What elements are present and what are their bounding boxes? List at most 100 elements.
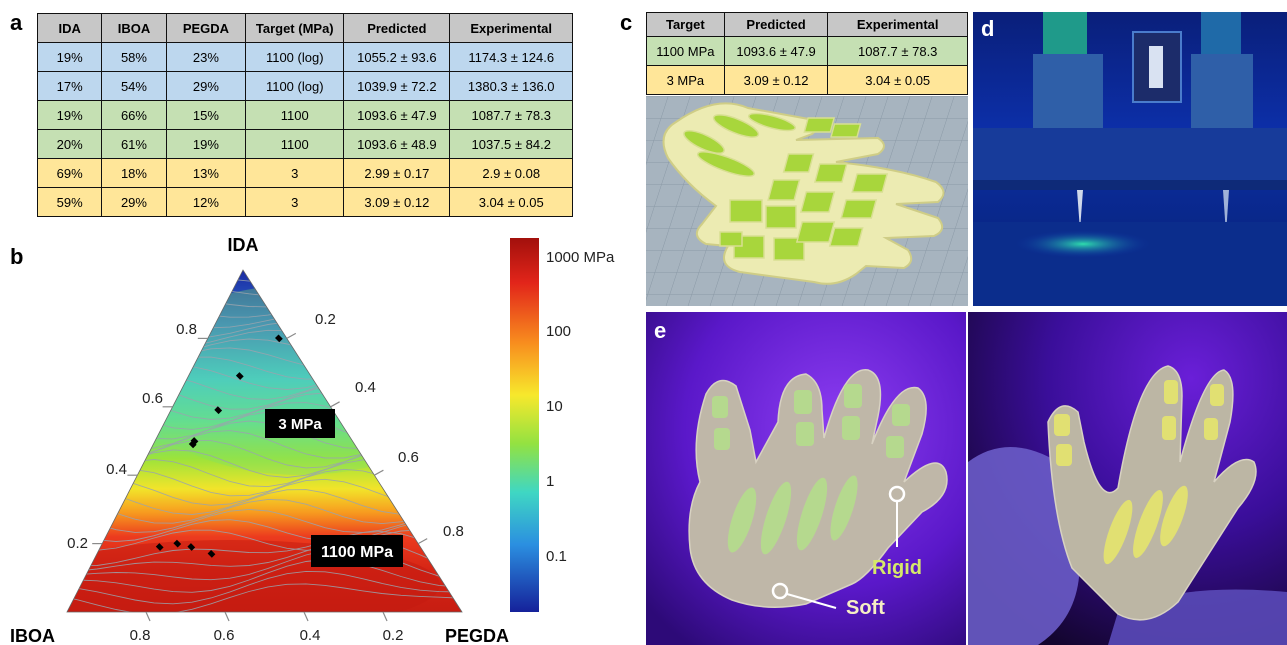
table-cell: 1174.3 ± 124.6 xyxy=(449,42,573,72)
table-cell: 69% xyxy=(36,158,103,188)
table-cell: 1093.6 ± 47.9 xyxy=(723,36,829,66)
panel-label-d: d xyxy=(981,16,995,41)
data-point xyxy=(173,539,182,548)
left-tick-label: 0.6 xyxy=(142,390,163,407)
table-cell: 1087.7 ± 78.3 xyxy=(449,100,573,130)
panel-label-b: b xyxy=(10,244,24,269)
colorbar-label: 100 xyxy=(546,323,571,340)
hand-model xyxy=(662,102,945,285)
contour-line xyxy=(67,539,462,577)
contour-line xyxy=(67,570,462,605)
composition-table: IDA IBOA PEGDA Target (MPa) Predicted Experim… xyxy=(36,13,573,217)
left-tick-label: 0.8 xyxy=(176,321,197,338)
colorbar-label: 1000 MPa xyxy=(546,249,615,266)
left-tick-label: 0.4 xyxy=(106,461,127,478)
right-tick-label: 0.2 xyxy=(315,311,336,328)
svg-text:3 MPa: 3 MPa xyxy=(278,416,322,433)
table-cell: 1100 (log) xyxy=(245,71,345,101)
printer-photo xyxy=(973,12,1287,306)
data-point xyxy=(235,372,244,380)
data-point xyxy=(214,406,223,415)
contour-line xyxy=(67,583,462,612)
data-point xyxy=(190,437,199,445)
table-row: 69% 18% 13% 3 2.99 ± 0.17 2.9 ± 0.08 xyxy=(36,158,573,188)
table-cell: 18% xyxy=(101,158,167,188)
right-tick-label: 0.8 xyxy=(443,523,464,540)
table-cell: 59% xyxy=(36,187,103,217)
bottom-tick-label: 0.4 xyxy=(300,627,321,644)
hand-properties-table: Target Predicted Experimental 1100 MPa 1093… xyxy=(646,12,968,95)
hand-model-render xyxy=(646,96,968,306)
table-c-header-cell: Target xyxy=(646,12,725,37)
hand-photo-held xyxy=(968,312,1287,645)
table-c-header-cell: Predicted xyxy=(723,12,829,37)
table-cell: 1100 xyxy=(245,129,345,159)
table-row: 20% 61% 19% 1100 1093.6 ± 48.9 1037.5 ± 84.2 xyxy=(36,129,573,159)
right-tick-label: 0.4 xyxy=(355,379,376,396)
contour-line xyxy=(67,294,462,308)
axis-tick xyxy=(417,538,428,545)
table-row: 1100 MPa 1093.6 ± 47.9 1087.7 ± 78.3 xyxy=(646,36,968,66)
bottom-tick-label: 0.2 xyxy=(383,627,404,644)
soft-label: Soft xyxy=(846,597,885,619)
table-c-header-cell: Experimental xyxy=(827,12,968,37)
table-cell: 17% xyxy=(36,71,103,101)
table-a-header-cell: IBOA xyxy=(101,13,167,43)
table-row: 19% 58% 23% 1100 (log) 1055.2 ± 93.6 1174.3 ±… xyxy=(36,42,573,72)
table-cell: 1037.5 ± 84.2 xyxy=(449,129,573,159)
table-a-header-cell: IDA xyxy=(36,13,103,43)
table-cell: 29% xyxy=(165,71,247,101)
axis-tick xyxy=(303,611,309,622)
table-cell: 66% xyxy=(101,100,167,130)
colorbar-label: 10 xyxy=(546,398,563,415)
table-a-header-cell: Target (MPa) xyxy=(245,13,345,43)
ternary-contour-plot: IDA 3 MPa 1100 MPa IBOA PEGDA 0.8 0.6 0.… xyxy=(10,235,615,645)
table-row: 19% 66% 15% 1100 1093.6 ± 47.9 1087.7 ± 78.3 xyxy=(36,100,573,130)
bottom-tick-label: 0.6 xyxy=(214,627,235,644)
table-cell: 1093.6 ± 48.9 xyxy=(343,129,451,159)
table-cell: 2.99 ± 0.17 xyxy=(343,158,451,188)
rigid-label: Rigid xyxy=(872,557,922,579)
axis-tick xyxy=(374,469,384,476)
contour-line xyxy=(67,559,462,593)
table-cell: 1039.9 ± 72.2 xyxy=(343,71,451,101)
axis-tick xyxy=(224,611,230,622)
table-cell: 3.04 ± 0.05 xyxy=(827,65,968,95)
annotation-1100mpa: 1100 MPa xyxy=(311,535,403,567)
table-cell: 1100 MPa xyxy=(646,36,725,66)
contour-line xyxy=(67,277,462,287)
colorbar-label: 0.1 xyxy=(546,548,567,565)
table-cell: 54% xyxy=(101,71,167,101)
table-a-header-cell: PEGDA xyxy=(165,13,247,43)
table-cell: 12% xyxy=(165,187,247,217)
table-cell: 1100 xyxy=(245,100,345,130)
table-cell: 61% xyxy=(101,129,167,159)
data-point xyxy=(207,550,216,558)
table-cell: 19% xyxy=(36,42,103,72)
table-cell: 3.09 ± 0.12 xyxy=(723,65,829,95)
contour-line xyxy=(67,286,462,297)
table-cell: 3 xyxy=(245,187,345,217)
bottom-tick-label: 0.8 xyxy=(130,627,151,644)
table-row: 59% 29% 12% 3 3.09 ± 0.12 3.04 ± 0.05 xyxy=(36,187,573,217)
data-point xyxy=(275,334,283,343)
panel-label-e: e xyxy=(654,318,667,343)
colorbar-label: 1 xyxy=(546,473,554,490)
axis-tick xyxy=(330,401,340,408)
panel-label-c: c xyxy=(620,10,633,35)
apex-label-ida: IDA xyxy=(228,235,259,255)
table-cell: 1087.7 ± 78.3 xyxy=(827,36,968,66)
hand-photo-front: Rigid Soft xyxy=(646,312,966,645)
colorbar xyxy=(510,238,539,612)
table-cell: 1055.2 ± 93.6 xyxy=(343,42,451,72)
table-cell: 3 MPa xyxy=(646,65,725,95)
axis-tick xyxy=(145,611,151,622)
table-cell: 20% xyxy=(36,129,103,159)
axis-tick xyxy=(382,611,388,622)
table-row: 17% 54% 29% 1100 (log) 1039.9 ± 72.2 1380.3 ±… xyxy=(36,71,573,101)
data-point xyxy=(187,543,196,551)
apex-label-iboa: IBOA xyxy=(10,626,55,645)
panel-label-a: a xyxy=(10,10,23,35)
table-cell: 23% xyxy=(165,42,247,72)
table-cell: 13% xyxy=(165,158,247,188)
